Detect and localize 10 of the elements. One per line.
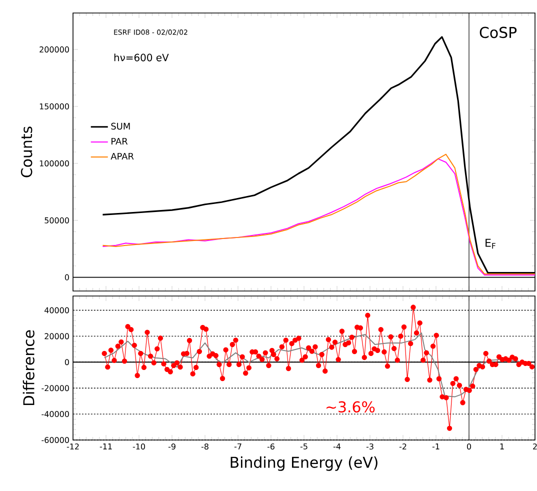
text: CoSP: [480, 26, 517, 38]
y-axis-title: Counts: [20, 126, 32, 178]
annotation: ~3.6%: [326, 401, 375, 413]
legend-label: APAR: [110, 152, 134, 160]
ref-line-label: E$_{F}$: [486, 238, 496, 249]
x-axis-title: Binding Energy (eV): [230, 456, 378, 471]
legend-label: PAR: [112, 138, 128, 144]
annotation: hν=600 eV: [114, 54, 169, 62]
y-axis-title: Difference: [22, 330, 34, 406]
legend-label: SUM: [111, 122, 130, 130]
